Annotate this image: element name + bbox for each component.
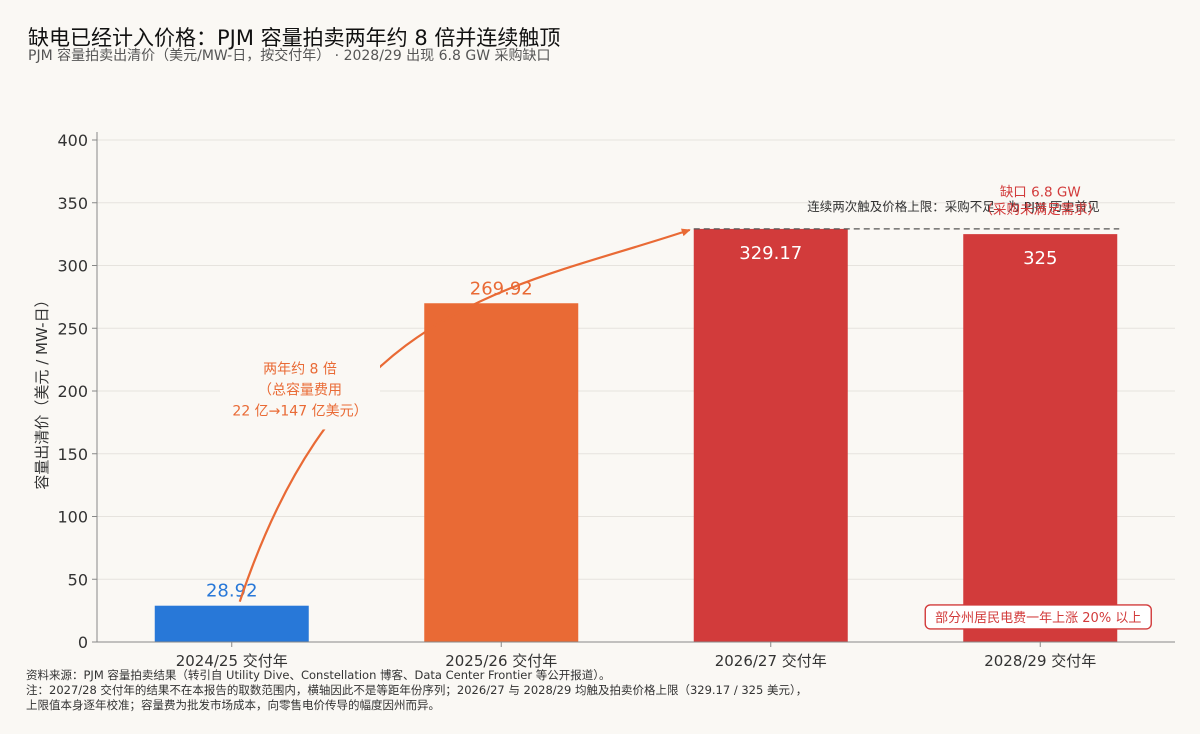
footer-notes: 资料来源：PJM 容量拍卖结果（转引自 Utility Dive、Constel… bbox=[26, 668, 807, 713]
y-tick-label: 350 bbox=[57, 194, 88, 213]
y-tick-label: 50 bbox=[68, 570, 88, 589]
chart-subtitle: PJM 容量拍卖出清价（美元/MW-日，按交付年） · 2028/29 出现 6… bbox=[28, 48, 551, 64]
bill-increase-tag bbox=[924, 604, 1152, 630]
y-tick-label: 300 bbox=[57, 257, 88, 276]
data-label: 28.92 bbox=[206, 581, 258, 602]
note-line-2: 上限值本身逐年校准；容量费为批发市场成本，向零售电价传导的幅度因州而异。 bbox=[26, 698, 440, 712]
y-tick-label: 400 bbox=[57, 131, 88, 150]
note-text-1: 2027/28 交付年的结果不在本报告的取数范围内，横轴因此不是等距年份序列；2… bbox=[49, 683, 808, 697]
price-cap-note: 连续两次触及价格上限：采购不足，为 PJM 历史首见 bbox=[807, 199, 1099, 214]
source-label: 资料来源： bbox=[26, 668, 84, 682]
data-label: 269.92 bbox=[470, 278, 533, 299]
y-tick-label: 150 bbox=[57, 445, 88, 464]
y-tick-label: 250 bbox=[57, 319, 88, 338]
bar bbox=[154, 605, 309, 642]
y-axis-label: 容量出清价（美元 / MW-日） bbox=[33, 292, 51, 489]
y-tick-label: 100 bbox=[57, 508, 88, 527]
source-text: PJM 容量拍卖结果（转引自 Utility Dive、Constellatio… bbox=[83, 668, 611, 682]
shortfall-label: 缺口 6.8 GW bbox=[1000, 184, 1081, 200]
note-label: 注： bbox=[26, 683, 49, 697]
x-tick-label: 2026/27 交付年 bbox=[715, 652, 827, 670]
growth-label-line: （总容量费用 bbox=[258, 381, 342, 398]
growth-label-line: 两年约 8 倍 bbox=[263, 361, 337, 377]
data-label: 329.17 bbox=[739, 243, 802, 264]
growth-arrow bbox=[238, 228, 691, 603]
bar bbox=[693, 228, 848, 642]
x-tick-label: 2028/29 交付年 bbox=[984, 652, 1096, 670]
chart-title: 缺电已经计入价格：PJM 容量拍卖两年约 8 倍并连续触顶 bbox=[28, 26, 561, 50]
data-label: 325 bbox=[1023, 248, 1057, 269]
y-tick-label: 200 bbox=[57, 382, 88, 401]
growth-label-line: 22 亿→147 亿美元） bbox=[232, 403, 367, 419]
x-tick-label: 2024/25 交付年 bbox=[176, 652, 288, 670]
x-tick-label: 2025/26 交付年 bbox=[445, 652, 557, 670]
source-line: 资料来源：PJM 容量拍卖结果（转引自 Utility Dive、Constel… bbox=[26, 668, 807, 683]
note-line-1: 注：2027/28 交付年的结果不在本报告的取数范围内，横轴因此不是等距年份序列… bbox=[26, 683, 807, 698]
bar bbox=[424, 303, 579, 642]
bars: 28.92 269.92 329.17 325 bbox=[154, 228, 1118, 642]
bill-increase-text: 部分州居民电费一年上涨 20% 以上 bbox=[935, 611, 1141, 626]
bar bbox=[963, 234, 1118, 642]
axes: 0 50 100 150 200 250 300 350 400 容量出清价（美元 / MW-日）… bbox=[33, 131, 1175, 670]
shortfall-sublabel: （采购未满足需求） bbox=[980, 202, 1102, 218]
y-tick-label: 0 bbox=[78, 633, 88, 652]
growth-label-bg bbox=[220, 357, 380, 430]
